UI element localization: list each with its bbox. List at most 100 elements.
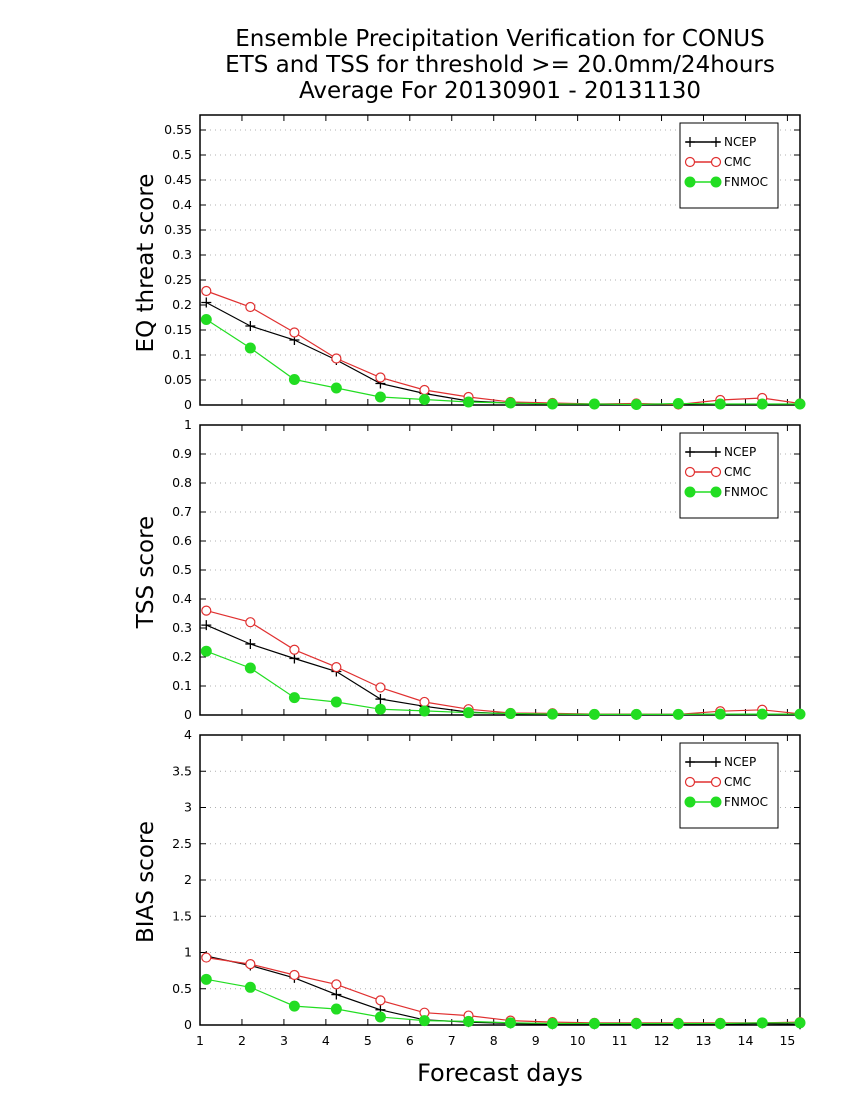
xtick-label: 9 <box>532 1033 540 1048</box>
tss-point-fnmoc <box>672 708 684 720</box>
tss-ytick-label: 0.1 <box>172 678 192 693</box>
bias-ytick-label: 0.5 <box>172 981 192 996</box>
tss-ytick-label: 0.6 <box>172 533 192 548</box>
tss-ytick-label: 1 <box>184 417 192 432</box>
tss-point-cmc <box>419 696 430 708</box>
title-line-2: ETS and TSS for threshold >= 20.0mm/24ho… <box>225 52 775 78</box>
bias-ytick-label: 2.5 <box>172 836 192 851</box>
tss-point-fnmoc <box>794 708 806 720</box>
tss-ytick-label: 0.3 <box>172 620 192 635</box>
ylabel-bias: BIAS score <box>133 821 159 944</box>
ets-point-fnmoc <box>630 399 642 410</box>
bias-point-fnmoc <box>200 973 212 985</box>
bias-point-fnmoc <box>418 1015 430 1027</box>
tss-point-cmc <box>201 605 212 616</box>
bias-point-fnmoc <box>330 1003 342 1015</box>
tss-legend-label-ncep: NCEP <box>724 445 756 459</box>
bias-point-cmc <box>331 979 342 990</box>
xtick-label: 11 <box>612 1033 628 1048</box>
ets-point-fnmoc <box>588 398 600 410</box>
xtick-label: 4 <box>322 1033 330 1048</box>
ets-point-fnmoc <box>463 396 475 408</box>
tss-point-cmc <box>245 617 256 628</box>
bias-ytick-label: 4 <box>184 727 192 742</box>
ets-point-fnmoc <box>330 382 342 394</box>
bias-legend-marker-ncep <box>711 757 721 767</box>
xtick-label: 2 <box>238 1033 246 1048</box>
bias-point-cmc <box>289 969 300 981</box>
ets-series-ncep <box>206 301 800 406</box>
tss-legend-marker-cmc <box>710 466 722 478</box>
bias-ytick-label: 3.5 <box>172 763 192 778</box>
ets-point-fnmoc <box>672 398 684 409</box>
tss-point-fnmoc <box>714 708 726 720</box>
ets-point-cmc <box>245 301 256 313</box>
ets-legend-label-fnmoc: FNMOC <box>724 175 768 189</box>
ets-legend-label-cmc: CMC <box>724 155 751 169</box>
tss-legend-marker-ncep <box>711 447 721 457</box>
bias-legend-label-fnmoc: FNMOC <box>724 795 768 809</box>
xtick-label: 13 <box>696 1033 712 1048</box>
bias-plot-frame <box>199 734 801 1026</box>
ets-point-fnmoc <box>504 397 516 409</box>
bias-point-cmc <box>245 958 256 970</box>
title-line-1: Ensemble Precipitation Verification for … <box>235 26 765 52</box>
bias-ytick-label: 1.5 <box>172 908 192 923</box>
ets-ytick-label: 0.45 <box>164 172 192 187</box>
bias-ytick-label: 3 <box>184 800 192 815</box>
ets-point-cmc <box>331 353 342 364</box>
ets-legend-box <box>679 122 779 209</box>
ets-ytick-label: 0.55 <box>164 122 192 137</box>
ets-point-fnmoc <box>546 398 558 410</box>
ets-point-fnmoc <box>794 398 806 410</box>
bias-point-fnmoc <box>630 1018 642 1030</box>
bias-ytick-label: 0 <box>184 1017 192 1032</box>
xtick-label: 5 <box>364 1033 372 1048</box>
tss-point-fnmoc <box>200 645 212 657</box>
bias-legend-label-cmc: CMC <box>724 775 751 789</box>
bias-point-fnmoc <box>244 981 256 993</box>
tss-point-ncep <box>201 620 212 631</box>
bias-point-fnmoc <box>794 1017 806 1029</box>
bias-ytick-label: 1 <box>184 945 192 960</box>
ets-point-cmc <box>375 372 386 383</box>
ets-ytick-label: 0.05 <box>164 372 192 387</box>
tss-point-fnmoc <box>588 708 600 720</box>
bias-legend-box <box>679 742 779 829</box>
xtick-label: 3 <box>280 1033 288 1048</box>
xtick-label: 14 <box>738 1033 754 1048</box>
chart-title: Ensemble Precipitation Verification for … <box>150 26 850 104</box>
ets-point-ncep <box>201 297 212 308</box>
ets-ytick-label: 0.4 <box>172 197 192 212</box>
tss-ytick-label: 0.9 <box>172 446 192 461</box>
ets-point-cmc <box>289 327 300 338</box>
tss-point-fnmoc <box>463 707 475 719</box>
tss-point-fnmoc <box>288 692 300 704</box>
ets-series-cmc <box>206 290 801 406</box>
ets-ytick-label: 0.3 <box>172 247 192 262</box>
ets-point-fnmoc <box>288 374 300 385</box>
tss-plot-frame <box>199 424 801 716</box>
tss-ytick-label: 0.2 <box>172 649 192 664</box>
bias-legend-marker-cmc <box>710 776 722 788</box>
ets-ytick-label: 0.2 <box>172 297 192 312</box>
ets-ytick-label: 0.25 <box>164 272 192 287</box>
bias-legend-marker-ncep <box>685 757 695 767</box>
xtick-label: 1 <box>196 1033 204 1048</box>
tss-point-fnmoc <box>756 708 768 720</box>
tss-point-fnmoc <box>374 703 386 715</box>
bias-point-fnmoc <box>288 1000 300 1012</box>
ets-ytick-label: 0 <box>184 397 192 412</box>
bias-point-fnmoc <box>374 1011 386 1023</box>
bias-ytick-label: 2 <box>184 872 192 887</box>
xtick-label: 7 <box>448 1033 456 1048</box>
ets-point-fnmoc <box>714 398 726 410</box>
bias-point-fnmoc <box>463 1015 475 1027</box>
tss-legend-marker-fnmoc <box>684 486 696 498</box>
tss-ytick-label: 0.4 <box>172 591 192 606</box>
tss-ytick-label: 0.8 <box>172 475 192 490</box>
bias-legend-marker-fnmoc <box>684 796 696 808</box>
ets-ytick-label: 0.35 <box>164 222 192 237</box>
bias-point-fnmoc <box>714 1018 726 1030</box>
tss-ytick-label: 0 <box>184 707 192 722</box>
